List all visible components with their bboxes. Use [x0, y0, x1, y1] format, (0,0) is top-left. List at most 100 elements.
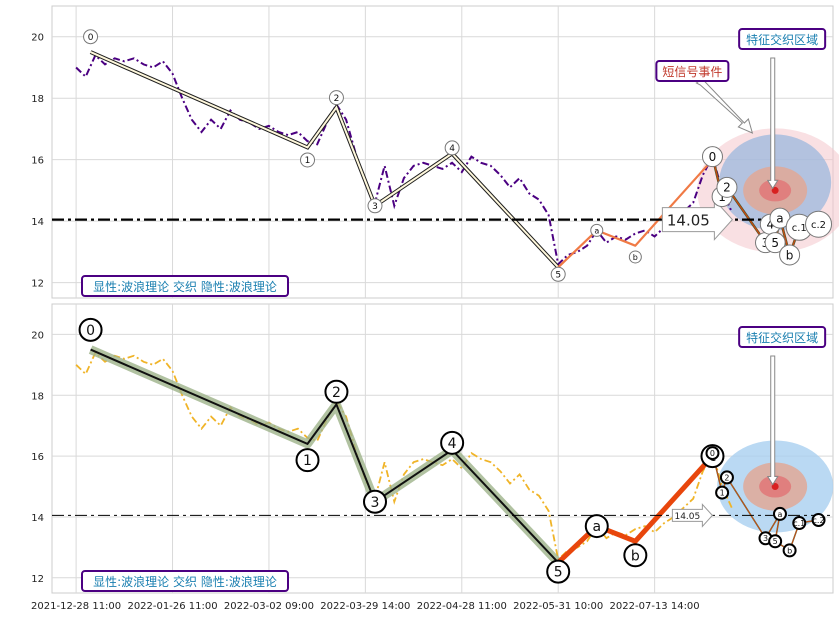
abc-label: a: [592, 519, 601, 535]
x-tick-label: 2021-12-28 11:00: [31, 601, 121, 612]
mini-wave-label: 1: [720, 488, 725, 497]
correction-wave-line: [556, 454, 715, 565]
feature-zone-box: [738, 326, 827, 348]
mini-wave-label: 1: [718, 190, 726, 204]
y-tick-label: 20: [31, 330, 44, 341]
wave-label-marker: [83, 29, 99, 45]
y-tick-label: 14: [31, 217, 44, 228]
mini-wave-label: 5: [773, 537, 778, 546]
mini-wave-label: 4: [767, 218, 775, 232]
mini-wave-label: 2: [724, 473, 729, 482]
wave-label-marker: [444, 140, 460, 156]
price-line: [75, 53, 733, 267]
mini-wave-label: c.1: [793, 519, 805, 528]
x-tick-label: 2022-05-31 10:00: [513, 601, 603, 612]
mini-wave-label-marker: [811, 512, 826, 527]
mini-wave-label: 2: [723, 181, 731, 195]
wave-label-marker: [78, 317, 103, 342]
y-tick-label: 12: [31, 279, 44, 290]
ref-label-arrow: [661, 198, 734, 241]
mini-wave-label-marker: [792, 516, 807, 531]
y-tick-label: 14: [31, 513, 44, 524]
mini-wave-label: 0: [710, 449, 715, 458]
mini-wave-label-marker: [805, 210, 833, 238]
mini-wave-label-marker: [705, 446, 720, 461]
abc-label-marker: [628, 250, 642, 264]
mini-wave-label-marker: [782, 543, 797, 558]
short-signal-arrow: [695, 78, 754, 134]
abc-label: a: [594, 226, 599, 235]
ref-label: 14.05: [667, 212, 710, 230]
wave-label-marker: [440, 430, 465, 455]
y-tick-label: 20: [31, 33, 44, 44]
mini-wave-label: a: [778, 510, 783, 519]
x-axis: 2021-12-28 11:00 2022-01-26 11:00 2022-03-…: [31, 601, 700, 612]
mini-wave-label: c.2: [811, 220, 826, 231]
mini-wave-label-marker: [701, 146, 723, 168]
wave-label: 0: [88, 33, 94, 43]
caption-label: 显性:波浪理论 交织 隐性:波浪理论: [93, 574, 277, 589]
mini-wave-label: b: [787, 546, 792, 555]
wave-label: 4: [449, 144, 455, 154]
wave-label-marker: [546, 559, 571, 584]
feature-zone-center: [771, 186, 779, 194]
mini-wave-label: 0: [709, 150, 717, 164]
feature-zone-label: 特征交织区域: [746, 330, 818, 345]
feature-zone-label: 特征交织区域: [746, 32, 818, 47]
short-signal-label: 短信号事件: [662, 65, 722, 79]
feature-zone-box: [738, 28, 827, 50]
caption-box: [81, 570, 289, 592]
wave-label: 1: [303, 453, 312, 469]
wave-label: 3: [371, 495, 380, 511]
mini-wave-label-marker: [768, 534, 783, 549]
x-tick-label: 2022-04-28 11:00: [417, 601, 507, 612]
impulse-wave-line: [90, 348, 559, 564]
mini-wave-label-marker: [719, 470, 734, 485]
caption-box: [81, 275, 289, 297]
wave-label-marker: [550, 266, 566, 282]
mini-wave-label: a: [776, 211, 783, 225]
short-signal-box: [655, 60, 730, 82]
wave-label-marker: [367, 198, 383, 214]
ref-label-arrow: [671, 503, 714, 528]
wave-label: 0: [86, 323, 95, 339]
mini-wave-label-marker: [716, 176, 738, 198]
abc-label: b: [633, 253, 638, 262]
y-tick-label: 18: [31, 391, 44, 402]
top-panel: 121416182014.05012345abc012345abc.1c.2特征…: [31, 5, 839, 299]
wave-label: 2: [334, 94, 340, 104]
y-tick-label: 12: [31, 574, 44, 585]
wave-label: 5: [555, 271, 561, 281]
wave-label-marker: [328, 90, 344, 106]
mini-wave-label-marker: [715, 485, 730, 500]
bottom-panel: 121416182014.05012345abc0123a5bc.1c.2特征交…: [31, 303, 834, 594]
abc-label-marker: [623, 543, 648, 568]
feature-zone-arrow: [766, 57, 779, 190]
mini-wave-label: b: [786, 248, 794, 262]
abc-label-marker: [584, 514, 609, 539]
mini-wave-label: 3: [763, 534, 768, 543]
wave-label: 4: [448, 436, 457, 452]
x-tick-label: 2022-07-13 14:00: [610, 601, 700, 612]
wave-label-marker: [324, 379, 349, 404]
impulse-wave-line: [90, 51, 559, 268]
wave-label-marker: [300, 152, 316, 168]
caption-label: 显性:波浪理论 交织 隐性:波浪理论: [93, 279, 277, 294]
wave-label-marker: [363, 489, 388, 514]
y-tick-label: 18: [31, 94, 44, 105]
y-tick-label: 16: [31, 156, 44, 167]
mini-wave-label-marker: [772, 506, 787, 521]
correction-wave-line: [557, 158, 714, 269]
wave-label: 3: [372, 202, 378, 212]
wave-label: 2: [332, 385, 341, 401]
ref-label: 14.05: [674, 512, 700, 522]
wave-label: 5: [554, 565, 563, 581]
abc-label-marker: [590, 223, 604, 237]
mini-wave-label-marker: [764, 232, 786, 254]
mini-wave-label-marker: [779, 244, 801, 266]
wave-label-marker: [295, 448, 320, 473]
wave-label: 1: [305, 156, 311, 166]
mini-wave-label: c.2: [813, 516, 825, 525]
plot-area: [51, 5, 834, 299]
